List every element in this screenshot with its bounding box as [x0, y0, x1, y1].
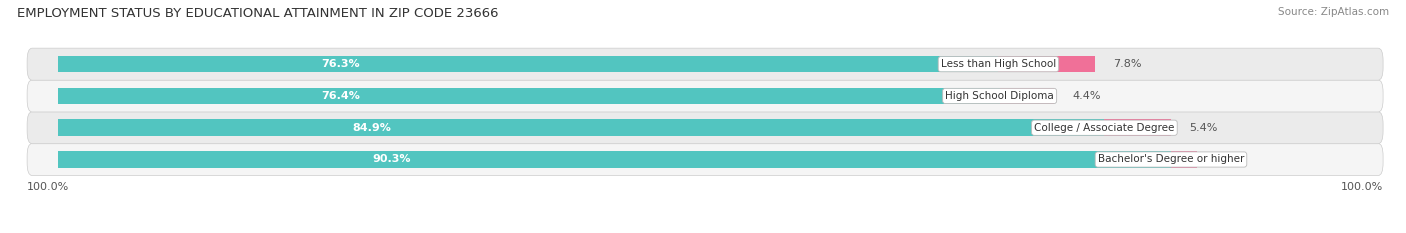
FancyBboxPatch shape [27, 48, 1384, 80]
Text: 84.9%: 84.9% [353, 123, 391, 133]
Bar [58, 88, 1000, 104]
Text: 5.4%: 5.4% [1189, 123, 1218, 133]
Text: 76.4%: 76.4% [321, 91, 360, 101]
Bar [58, 56, 998, 72]
Bar [58, 120, 1105, 136]
Text: Less than High School: Less than High School [941, 59, 1056, 69]
Text: Bachelor's Degree or higher: Bachelor's Degree or higher [1098, 154, 1244, 164]
Text: 100.0%: 100.0% [1341, 182, 1384, 192]
Text: EMPLOYMENT STATUS BY EDUCATIONAL ATTAINMENT IN ZIP CODE 23666: EMPLOYMENT STATUS BY EDUCATIONAL ATTAINM… [17, 7, 498, 20]
Bar [58, 151, 1171, 168]
Bar [1000, 88, 1054, 104]
Text: College / Associate Degree: College / Associate Degree [1035, 123, 1174, 133]
Text: 90.3%: 90.3% [373, 154, 411, 164]
Text: High School Diploma: High School Diploma [945, 91, 1054, 101]
FancyBboxPatch shape [27, 144, 1384, 175]
Bar [1171, 151, 1197, 168]
Text: 100.0%: 100.0% [27, 182, 69, 192]
FancyBboxPatch shape [27, 112, 1384, 144]
FancyBboxPatch shape [27, 80, 1384, 112]
Bar [998, 56, 1094, 72]
Text: 2.1%: 2.1% [1215, 154, 1244, 164]
Text: 76.3%: 76.3% [321, 59, 360, 69]
Text: 7.8%: 7.8% [1114, 59, 1142, 69]
Text: 4.4%: 4.4% [1073, 91, 1101, 101]
Text: Source: ZipAtlas.com: Source: ZipAtlas.com [1278, 7, 1389, 17]
Bar [1105, 120, 1171, 136]
